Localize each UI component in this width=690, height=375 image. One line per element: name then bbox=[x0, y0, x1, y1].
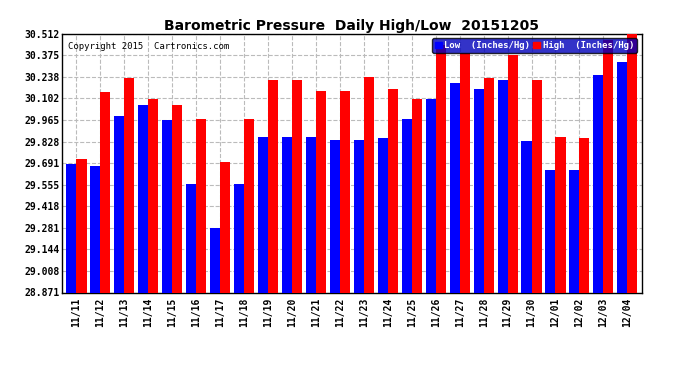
Bar bbox=[282, 136, 292, 292]
Bar bbox=[402, 119, 412, 292]
Bar bbox=[377, 138, 388, 292]
Bar bbox=[473, 89, 484, 292]
Bar bbox=[316, 91, 326, 292]
Bar bbox=[388, 89, 398, 292]
Bar bbox=[77, 159, 86, 292]
Bar bbox=[627, 34, 638, 292]
Bar bbox=[268, 80, 278, 292]
Bar bbox=[460, 53, 470, 292]
Bar bbox=[330, 140, 340, 292]
Bar bbox=[220, 162, 230, 292]
Bar bbox=[618, 63, 627, 292]
Bar bbox=[138, 105, 148, 292]
Bar bbox=[497, 80, 508, 292]
Bar bbox=[210, 228, 220, 292]
Bar bbox=[569, 170, 580, 292]
Bar bbox=[426, 99, 435, 292]
Bar bbox=[258, 136, 268, 292]
Bar bbox=[522, 141, 531, 292]
Bar bbox=[531, 80, 542, 292]
Title: Barometric Pressure  Daily High/Low  20151205: Barometric Pressure Daily High/Low 20151… bbox=[164, 19, 540, 33]
Bar bbox=[244, 119, 254, 292]
Bar bbox=[340, 91, 350, 292]
Bar bbox=[196, 119, 206, 292]
Bar bbox=[364, 76, 374, 292]
Bar bbox=[450, 83, 460, 292]
Text: Copyright 2015  Cartronics.com: Copyright 2015 Cartronics.com bbox=[68, 42, 229, 51]
Bar bbox=[148, 99, 159, 292]
Bar bbox=[435, 45, 446, 292]
Bar bbox=[354, 140, 364, 292]
Bar bbox=[162, 120, 172, 292]
Bar bbox=[101, 92, 110, 292]
Bar bbox=[580, 138, 589, 292]
Bar bbox=[66, 164, 77, 292]
Bar bbox=[593, 75, 603, 292]
Bar bbox=[115, 116, 124, 292]
Bar bbox=[306, 136, 316, 292]
Bar bbox=[234, 184, 244, 292]
Bar bbox=[508, 55, 518, 292]
Bar bbox=[124, 78, 135, 292]
Bar bbox=[292, 80, 302, 292]
Bar bbox=[172, 105, 182, 292]
Bar bbox=[555, 136, 566, 292]
Bar bbox=[186, 184, 196, 292]
Bar bbox=[603, 40, 613, 292]
Bar bbox=[412, 99, 422, 292]
Bar bbox=[484, 78, 493, 292]
Bar bbox=[545, 170, 555, 292]
Bar bbox=[90, 166, 101, 292]
Legend: Low  (Inches/Hg), High  (Inches/Hg): Low (Inches/Hg), High (Inches/Hg) bbox=[432, 38, 637, 53]
